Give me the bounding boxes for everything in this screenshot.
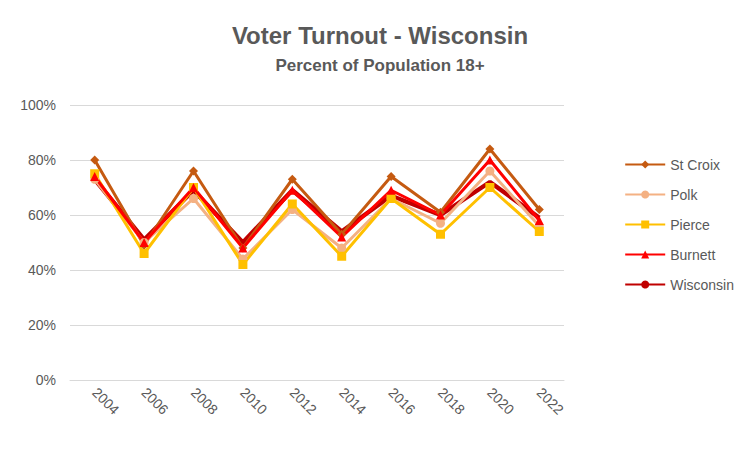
svg-text:100%: 100% (20, 97, 56, 113)
svg-text:2012: 2012 (287, 384, 320, 417)
svg-text:2018: 2018 (435, 384, 468, 417)
svg-text:2006: 2006 (138, 384, 171, 417)
svg-text:Voter Turnout - Wisconsin: Voter Turnout - Wisconsin (232, 22, 528, 49)
svg-text:2010: 2010 (237, 384, 270, 417)
svg-text:20%: 20% (28, 317, 56, 333)
svg-text:Percent of Population 18+: Percent of Population 18+ (275, 56, 484, 75)
svg-text:40%: 40% (28, 262, 56, 278)
svg-text:0%: 0% (36, 372, 56, 388)
svg-text:2004: 2004 (89, 384, 122, 417)
svg-text:2022: 2022 (534, 384, 567, 417)
svg-text:80%: 80% (28, 152, 56, 168)
svg-text:2016: 2016 (385, 384, 418, 417)
svg-text:Pierce: Pierce (670, 217, 710, 233)
svg-text:St Croix: St Croix (670, 157, 720, 173)
svg-text:2014: 2014 (336, 384, 369, 417)
svg-text:Burnett: Burnett (670, 247, 715, 263)
svg-text:60%: 60% (28, 207, 56, 223)
svg-text:Wisconsin: Wisconsin (670, 277, 734, 293)
svg-text:2008: 2008 (188, 384, 221, 417)
svg-text:2020: 2020 (484, 384, 517, 417)
svg-text:Polk: Polk (670, 187, 698, 203)
